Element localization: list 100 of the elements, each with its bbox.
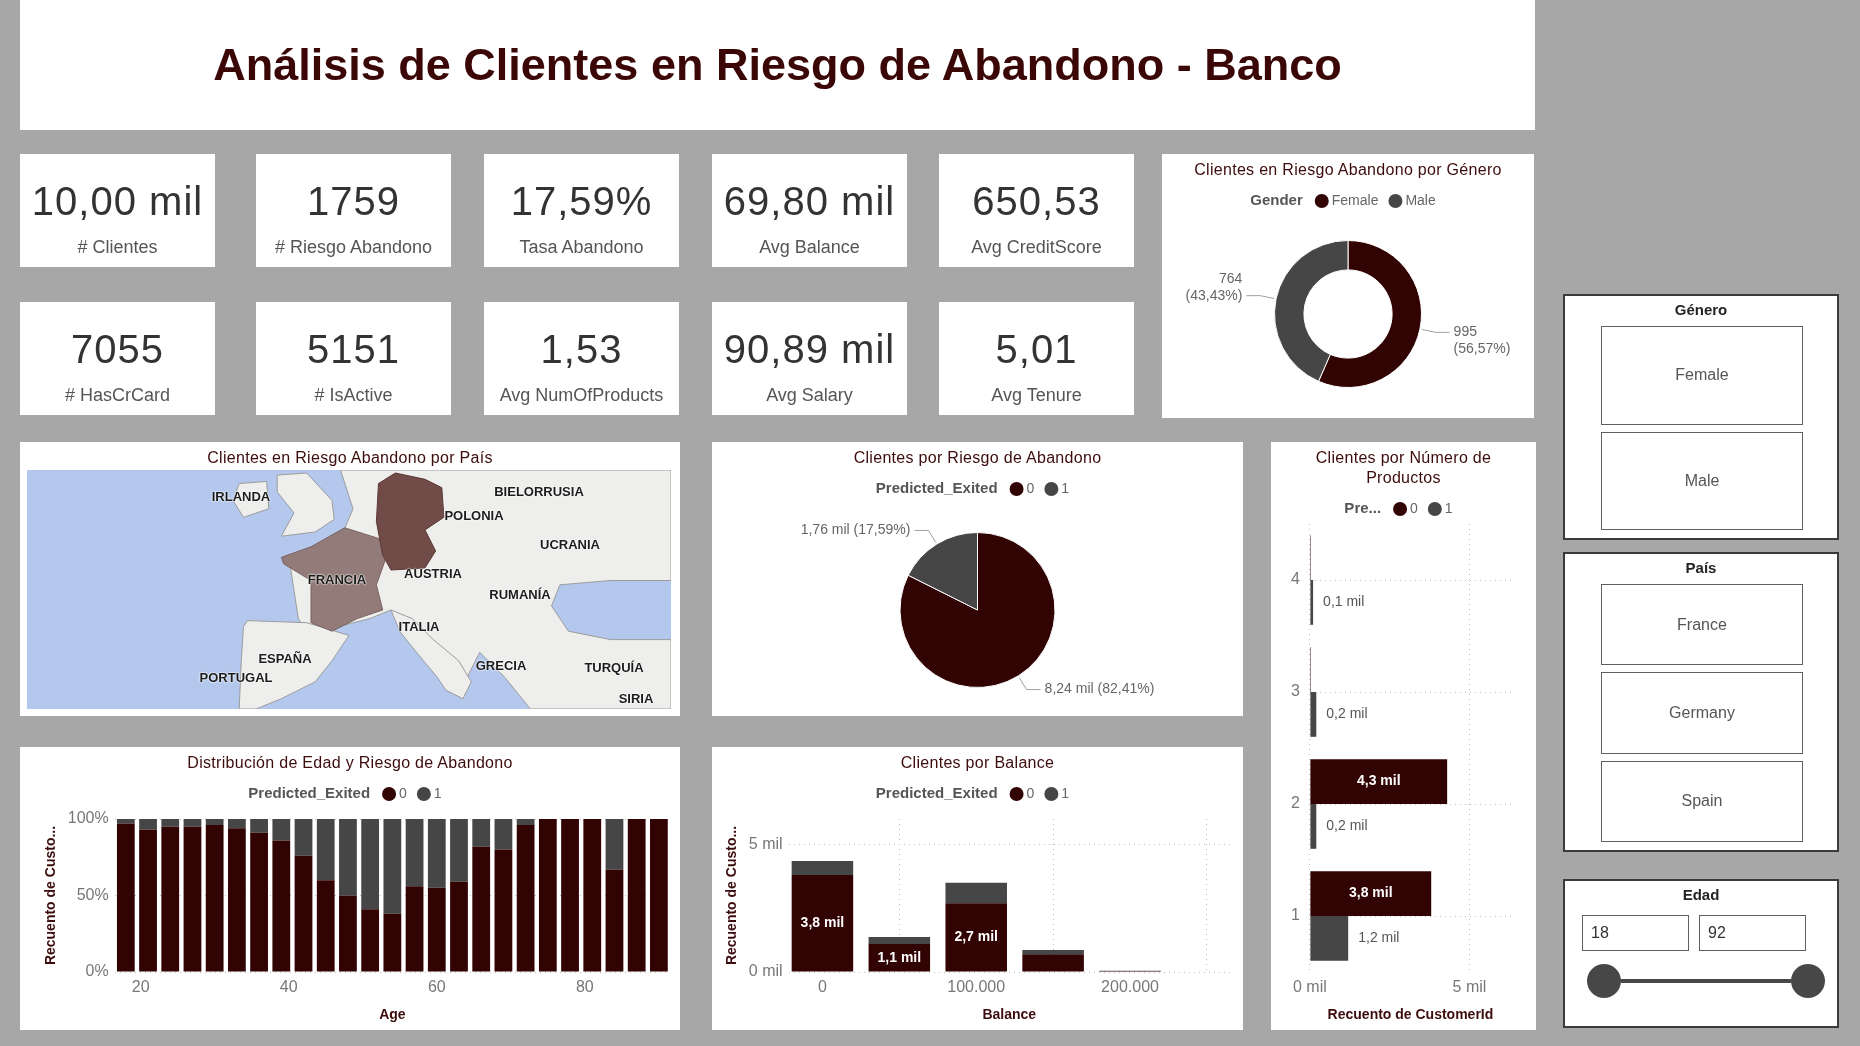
legend-title: Gender [1250,191,1303,209]
bar [205,825,224,972]
bar [1310,692,1317,737]
y-tick-label: 2 [1290,794,1300,812]
category-label: Female [1675,366,1729,385]
text: RUMANÍA [489,586,551,602]
bar [116,823,135,972]
bar [250,832,268,972]
bar [316,819,335,881]
bar [139,829,157,972]
bar [383,913,402,972]
bar [161,819,180,827]
data-label: 0,2 mil [1326,705,1368,722]
bar [945,882,1007,904]
chart-title: Clientes por Número de Productos [1315,449,1492,486]
x-tick-label: 80 [575,978,594,996]
x-tick-label: 20 [131,978,150,996]
x-axis-title: Age [379,1006,406,1023]
bar [472,846,491,972]
text: BIELORRUSIA [494,483,584,499]
chart-title: Distribución de Edad y Riesgo de Abandono [187,754,513,771]
data-label: 3,8 mil [800,914,845,931]
data-label: 0,2 mil [1326,817,1368,834]
category-label: Male [1684,471,1720,490]
x-tick-label: 200.000 [1101,978,1160,996]
text: IRLANDA [211,488,271,504]
chart-title: Clientes por Riesgo de Abandono [853,449,1102,466]
bar [228,828,246,972]
bar [1022,950,1084,955]
legend-title: Predicted_Exited [875,784,998,802]
bar [627,819,646,972]
data-label: 3,8 mil [1349,884,1393,901]
bar [272,819,291,841]
bar [1022,954,1084,972]
x-tick-label: 5 mil [1452,978,1487,996]
text: ITALIA [398,618,440,634]
text: AUSTRIA [404,565,462,581]
option-button: Spain [1601,760,1803,842]
bar [339,819,357,896]
x-tick-label: 60 [427,978,446,996]
bar [361,819,380,910]
legend-label: 0 [1410,499,1419,516]
text: País [1685,559,1717,576]
text: FRANCIA [307,571,367,587]
text: Género [1674,301,1728,318]
y-axis-title: Recuento de Custo... [42,825,59,966]
option-button: France [1601,584,1803,666]
x-tick-label: 0 [817,978,827,996]
text: Clientes en Riesgo Abandono por País [207,449,493,466]
bar [650,819,668,972]
bar [405,886,424,972]
text: TURQUÍA [584,659,644,675]
legend-label: Male [1405,191,1436,208]
bar [561,819,579,972]
bar [205,819,224,826]
bar [383,819,402,914]
category-label: Spain [1681,792,1723,811]
text: POLONIA [444,507,504,523]
y-tick-label: 4 [1290,570,1300,588]
legend-label: 0 [1026,784,1035,801]
legend-label: 1 [1061,479,1070,496]
legend-label: 1 [1444,499,1453,516]
bar [605,869,624,972]
bar [183,826,202,972]
bar [494,849,513,972]
bar [791,861,854,876]
bar [228,819,246,829]
bar [868,937,931,944]
legend-label: 1 [433,784,442,801]
bar [516,825,535,972]
y-tick-label: 50% [76,885,109,903]
bar [139,819,157,830]
bar [1310,916,1349,961]
category-label: Germany [1669,703,1735,722]
bar [272,840,291,972]
number-field: 18 [1582,915,1689,951]
bar [605,819,624,870]
bar [945,903,1007,972]
bar [472,819,491,847]
text: PORTUGAL [199,669,273,685]
text: SIRIA [618,690,654,706]
y-tick-label: 0% [85,962,109,980]
bar [516,819,535,826]
data-label: 1,2 mil [1358,929,1400,946]
bar [405,819,424,887]
bar [791,875,854,972]
option-button: Germany [1601,672,1803,754]
legend-label: 0 [399,784,408,801]
bar [339,895,357,972]
legend-label: Female [1331,191,1379,208]
bar [361,909,380,972]
bar [316,880,335,972]
data-label: 1,76 mil (17,59%) [800,521,911,538]
x-axis-title: Balance [982,1006,1037,1023]
chart-title: Clientes en Riesgo Abandono por Género [1194,161,1502,178]
bar [1310,804,1317,849]
data-label: 2,7 mil [954,928,999,945]
bar [116,819,135,824]
y-tick-label: 3 [1290,682,1300,700]
legend-title: Pre... [1344,499,1382,517]
